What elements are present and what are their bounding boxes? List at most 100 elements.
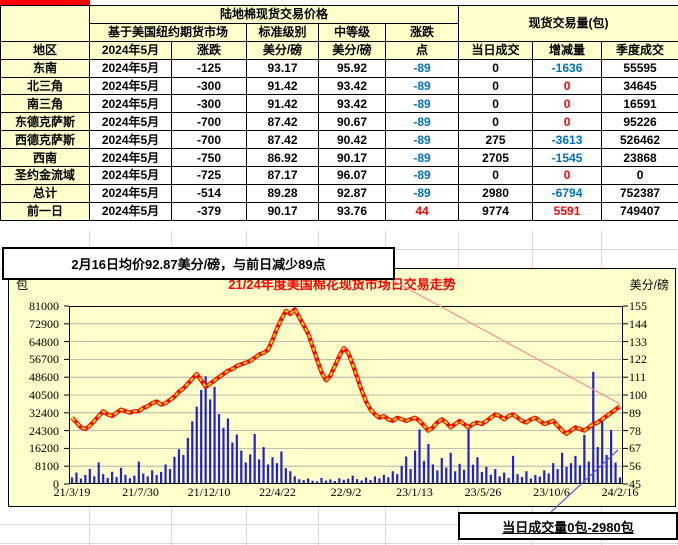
region-cell[interactable]: 总计 [0, 183, 90, 203]
col-header-0[interactable]: 地区 [0, 40, 90, 60]
table-cell[interactable]: 16591 [601, 94, 678, 114]
table-cell[interactable]: 2024年5月 [89, 148, 172, 168]
table-cell[interactable]: 44 [384, 201, 460, 221]
table-cell[interactable]: -1636 [532, 58, 603, 78]
table-cell[interactable]: -125 [171, 58, 247, 78]
table-cell[interactable]: 2024年5月 [89, 201, 172, 221]
table-cell[interactable]: 0 [532, 76, 603, 96]
table-cell[interactable]: 90.17 [246, 201, 319, 221]
table-cell[interactable]: 92.87 [318, 183, 386, 203]
futures-header[interactable]: 基于美国纽约期货市场 [89, 22, 247, 42]
table-cell[interactable]: 55595 [601, 58, 678, 78]
table-cell[interactable]: -700 [171, 130, 247, 150]
table-cell[interactable]: -89 [384, 148, 460, 168]
change-header[interactable]: 涨跌 [384, 22, 460, 42]
table-cell[interactable]: -300 [171, 76, 247, 96]
table-cell[interactable]: -89 [384, 58, 460, 78]
table-cell[interactable]: 9774 [458, 201, 534, 221]
volume-group-header[interactable]: 现货交易量(包) [458, 5, 678, 42]
left-tick-label: 8100 [35, 459, 59, 474]
table-cell[interactable]: 2024年5月 [89, 112, 172, 132]
col-header-1[interactable]: 2024年5月 [89, 40, 172, 60]
col-header-2[interactable]: 涨跌 [171, 40, 247, 60]
region-cell[interactable]: 东南 [0, 58, 90, 78]
table-cell[interactable]: -89 [384, 94, 460, 114]
table-cell[interactable]: 275 [458, 130, 534, 150]
table-cell[interactable]: 0 [458, 166, 534, 185]
table-cell[interactable]: -89 [384, 112, 460, 132]
table-cell[interactable]: -89 [384, 166, 460, 185]
table-cell[interactable]: 96.07 [318, 166, 386, 185]
col-header-7[interactable]: 增减量 [532, 40, 603, 60]
col-header-6[interactable]: 当日成交 [458, 40, 534, 60]
table-cell[interactable]: 90.42 [318, 130, 386, 150]
table-cell[interactable]: 2024年5月 [89, 183, 172, 203]
table-cell[interactable]: 0 [532, 166, 603, 185]
table-cell[interactable]: 93.42 [318, 94, 386, 114]
table-cell[interactable]: 2024年5月 [89, 166, 172, 185]
region-cell[interactable]: 圣约金流域 [0, 166, 90, 185]
table-cell[interactable]: -89 [384, 76, 460, 96]
table-cell[interactable]: -1545 [532, 148, 603, 168]
table-cell[interactable]: 2024年5月 [89, 130, 172, 150]
table-cell[interactable]: 0 [458, 76, 534, 96]
table-cell[interactable]: 95.92 [318, 58, 386, 78]
col-header-5[interactable]: 点 [384, 40, 460, 60]
table-cell[interactable]: 86.92 [246, 148, 319, 168]
table-cell[interactable]: 93.76 [318, 201, 386, 221]
plot-area[interactable] [64, 305, 628, 485]
col-header-4[interactable]: 美分/磅 [318, 40, 386, 60]
region-cell[interactable]: 南三角 [0, 94, 90, 114]
grade-std-header[interactable]: 标准级别 [246, 22, 319, 42]
table-cell[interactable]: 2024年5月 [89, 76, 172, 96]
table-cell[interactable]: 0 [458, 94, 534, 114]
table-cell[interactable]: 0 [601, 166, 678, 185]
table-cell[interactable]: 2024年5月 [89, 58, 172, 78]
table-cell[interactable]: 89.28 [246, 183, 319, 203]
table-cell[interactable]: 91.42 [246, 76, 319, 96]
table-cell[interactable]: -725 [171, 166, 247, 185]
table-cell[interactable]: 95226 [601, 112, 678, 132]
table-cell[interactable]: 90.67 [318, 112, 386, 132]
table-cell[interactable]: 752387 [601, 183, 678, 203]
table-cell[interactable]: 5591 [532, 201, 603, 221]
grade-mid-header[interactable]: 中等级 [318, 22, 386, 42]
table-cell[interactable]: 0 [458, 58, 534, 78]
table-cell[interactable]: 93.17 [246, 58, 319, 78]
table-cell[interactable]: 0 [458, 112, 534, 132]
table-cell[interactable]: 91.42 [246, 94, 319, 114]
table-cell[interactable]: 23868 [601, 148, 678, 168]
region-cell[interactable]: 西南 [0, 148, 90, 168]
col-header-3[interactable]: 美分/磅 [246, 40, 319, 60]
table-cell[interactable]: -300 [171, 94, 247, 114]
table-cell[interactable]: 90.17 [318, 148, 386, 168]
region-cell[interactable]: 北三角 [0, 76, 90, 96]
table-cell[interactable]: 0 [532, 94, 603, 114]
table-cell[interactable]: -89 [384, 130, 460, 150]
table-cell[interactable]: 93.42 [318, 76, 386, 96]
table-cell[interactable]: 749407 [601, 201, 678, 221]
col-header-8[interactable]: 季度成交 [601, 40, 678, 60]
table-cell[interactable]: 2024年5月 [89, 94, 172, 114]
table-cell[interactable]: -700 [171, 112, 247, 132]
table-cell[interactable]: 0 [532, 112, 603, 132]
table-cell[interactable]: 2980 [458, 183, 534, 203]
table-cell[interactable]: 2705 [458, 148, 534, 168]
table-cell[interactable]: 87.42 [246, 112, 319, 132]
table-cell[interactable]: -379 [171, 201, 247, 221]
table-cell[interactable]: 526462 [601, 130, 678, 150]
table-cell[interactable]: -89 [384, 183, 460, 203]
region-cell[interactable]: 西德克萨斯 [0, 130, 90, 150]
table-cell[interactable]: -3613 [532, 130, 603, 150]
table-cell[interactable]: 87.17 [246, 166, 319, 185]
table-cell[interactable]: 34645 [601, 76, 678, 96]
corner-cell[interactable] [0, 5, 90, 42]
region-cell[interactable]: 东德克萨斯 [0, 112, 90, 132]
table-cell[interactable]: -750 [171, 148, 247, 168]
chart-panel[interactable]: 21/24年度美国棉花现货市场日交易走势 包 美分/磅 81000 72900 64… [8, 268, 676, 507]
table-cell[interactable]: -6794 [532, 183, 603, 203]
table-cell[interactable]: 87.42 [246, 130, 319, 150]
region-cell[interactable]: 前一日 [0, 201, 90, 221]
table-cell[interactable]: -514 [171, 183, 247, 203]
price-group-header[interactable]: 陆地棉现货交易价格 [88, 5, 460, 24]
